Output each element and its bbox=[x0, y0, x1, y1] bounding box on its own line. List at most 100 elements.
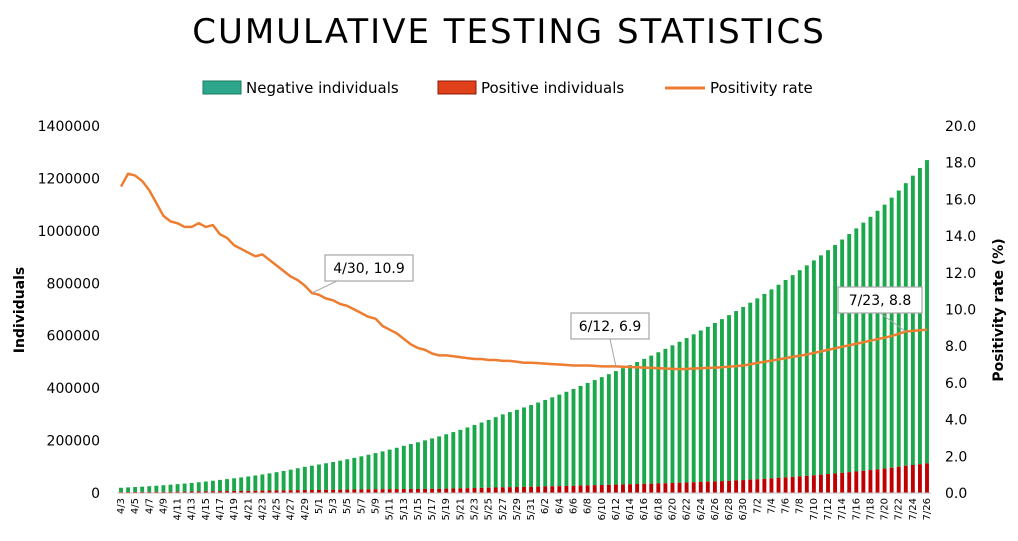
bar-positive bbox=[140, 491, 145, 493]
x-tick-label: 6/6 bbox=[568, 498, 579, 514]
bar-positive bbox=[769, 478, 774, 493]
callout-label: 7/23, 8.8 bbox=[849, 293, 912, 309]
bar-positive bbox=[338, 489, 343, 493]
bar-positive bbox=[663, 483, 668, 493]
x-tick-label: 5/3 bbox=[328, 498, 339, 514]
bar-negative bbox=[599, 377, 604, 486]
bar-positive bbox=[917, 464, 922, 493]
bar-positive bbox=[748, 479, 753, 493]
bar-negative bbox=[727, 315, 731, 481]
x-tick-label: 6/20 bbox=[667, 498, 678, 520]
bar-negative bbox=[621, 368, 625, 485]
bar-positive bbox=[203, 491, 208, 493]
bar-positive bbox=[705, 481, 710, 493]
bar-negative bbox=[359, 456, 364, 490]
bar-negative bbox=[847, 234, 852, 473]
bar-positive bbox=[599, 485, 604, 493]
x-tick-label: 4/3 bbox=[116, 498, 127, 514]
bar-negative bbox=[903, 183, 908, 466]
legend-positive-label: Positive individuals bbox=[481, 79, 624, 97]
bar-positive bbox=[613, 484, 618, 493]
bar-negative bbox=[564, 391, 569, 486]
y-tick-left: 600000 bbox=[47, 329, 100, 345]
bar-negative bbox=[628, 365, 632, 485]
x-tick-label: 6/22 bbox=[682, 498, 693, 520]
x-tick-label: 5/29 bbox=[512, 498, 523, 520]
bar-positive bbox=[628, 484, 632, 493]
bar-positive bbox=[762, 478, 767, 493]
bar-positive bbox=[649, 483, 654, 493]
bar-positive bbox=[218, 491, 222, 493]
bar-negative bbox=[748, 302, 753, 480]
bar-negative bbox=[649, 355, 654, 484]
bar-negative bbox=[613, 371, 618, 485]
bar-negative bbox=[493, 417, 498, 488]
bar-positive bbox=[621, 484, 625, 493]
bar-positive bbox=[606, 484, 611, 493]
x-tick-label: 5/17 bbox=[427, 498, 438, 520]
x-tick-label: 5/21 bbox=[455, 498, 466, 520]
x-tick-label: 5/31 bbox=[526, 498, 537, 520]
bar-negative bbox=[309, 465, 314, 491]
legend-negative-label: Negative individuals bbox=[246, 79, 399, 97]
bar-positive bbox=[182, 491, 187, 493]
bar-positive bbox=[790, 476, 795, 493]
bar-positive bbox=[281, 490, 286, 493]
callout-box bbox=[837, 286, 923, 314]
bar-positive bbox=[819, 474, 823, 493]
bar-negative bbox=[522, 407, 526, 487]
bar-positive bbox=[423, 488, 427, 493]
bar-negative bbox=[811, 260, 816, 476]
bar-positive bbox=[260, 490, 265, 493]
bar-positive bbox=[592, 485, 597, 493]
bar-positive bbox=[493, 487, 498, 493]
bar-negative bbox=[755, 298, 760, 480]
bar-positive bbox=[175, 491, 180, 493]
callout-box bbox=[324, 254, 414, 282]
bar-positive bbox=[684, 482, 689, 493]
bar-positive bbox=[564, 485, 569, 493]
x-tick-label: 4/27 bbox=[286, 498, 297, 520]
bar-negative bbox=[663, 348, 668, 484]
bar-negative bbox=[698, 330, 703, 482]
legend-positive-swatch bbox=[437, 80, 477, 95]
bar-negative bbox=[182, 483, 187, 492]
bar-positive bbox=[133, 491, 138, 493]
y-axis-left: 0 200000 400000 600000 800000 1000000 1200000 1… bbox=[38, 119, 100, 502]
bar-positive bbox=[507, 487, 512, 493]
y-tick-right: 2.0 bbox=[945, 449, 967, 465]
x-tick-label: 7/2 bbox=[752, 498, 763, 514]
bar-positive bbox=[401, 489, 406, 493]
bar-positive bbox=[557, 486, 562, 493]
x-tick-label: 7/10 bbox=[809, 498, 820, 520]
bar-negative bbox=[394, 447, 399, 490]
bar-positive bbox=[486, 487, 491, 493]
bar-negative bbox=[804, 265, 809, 476]
bar-negative bbox=[444, 434, 449, 489]
x-tick-label: 6/26 bbox=[710, 498, 721, 520]
bar-positive bbox=[776, 477, 781, 493]
y-tick-left: 1200000 bbox=[38, 171, 100, 187]
bar-negative bbox=[196, 482, 201, 492]
bar-positive bbox=[430, 488, 435, 493]
bar-negative bbox=[833, 244, 838, 474]
bar-positive bbox=[366, 489, 371, 493]
bar-positive bbox=[670, 483, 675, 493]
bar-positive bbox=[465, 488, 470, 493]
bar-negative bbox=[500, 414, 505, 488]
bar-negative bbox=[253, 475, 258, 491]
bar-positive bbox=[500, 487, 505, 493]
callout-label: 4/30, 10.9 bbox=[333, 261, 405, 277]
bar-negative bbox=[331, 461, 336, 490]
bar-positive bbox=[324, 489, 328, 493]
bar-negative bbox=[790, 275, 795, 477]
bar-positive bbox=[331, 489, 336, 493]
bar-negative bbox=[133, 487, 138, 492]
bar-negative bbox=[119, 487, 123, 493]
bar-positive bbox=[458, 488, 463, 493]
x-tick-label: 6/12 bbox=[611, 498, 622, 520]
bar-negative bbox=[408, 444, 413, 490]
bar-positive bbox=[437, 488, 442, 493]
bar-positive bbox=[861, 470, 866, 493]
